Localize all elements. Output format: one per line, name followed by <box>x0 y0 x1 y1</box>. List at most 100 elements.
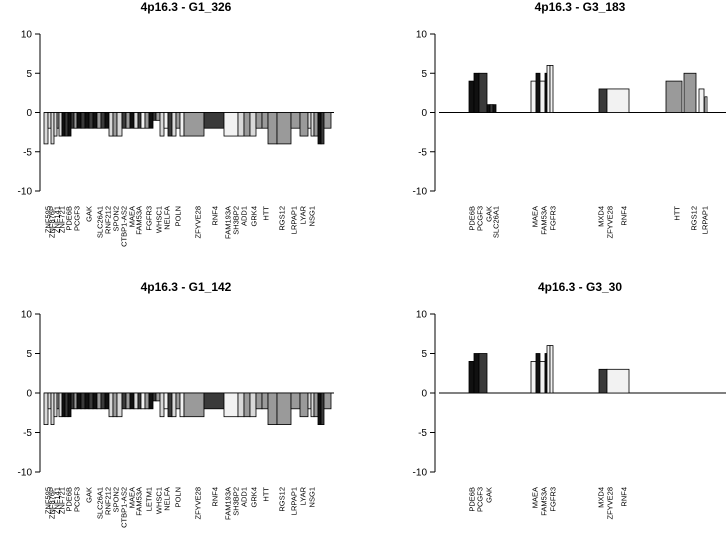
bar <box>237 112 245 137</box>
gene-label: SPON2 <box>112 487 121 512</box>
bar <box>223 392 239 418</box>
bar <box>84 112 90 129</box>
gene-label: LRPAP1 <box>290 487 299 515</box>
gene-label: FAM193A <box>224 487 233 520</box>
gene-label: RGS12 <box>278 206 287 231</box>
bar <box>50 392 55 426</box>
bar <box>179 112 185 137</box>
bar <box>92 112 98 129</box>
chart-title: 4p16.3 - G3_30 <box>538 280 622 294</box>
bar <box>307 112 312 129</box>
gene-label: PDE6B <box>468 487 477 512</box>
gene-label: RNF4 <box>211 487 220 507</box>
gene-label: FGFR3 <box>549 206 558 231</box>
bar <box>530 360 537 394</box>
bar <box>163 112 169 129</box>
bar <box>70 112 75 129</box>
bar <box>88 112 94 129</box>
bar <box>73 392 78 410</box>
bar <box>473 72 480 113</box>
bar <box>152 112 157 121</box>
y-tick-label: 5 <box>26 69 32 80</box>
bar <box>125 112 131 129</box>
gene-label: FGFR3 <box>145 206 154 231</box>
bar <box>167 392 173 418</box>
bar <box>116 392 123 418</box>
bar <box>43 392 49 426</box>
bar <box>317 392 322 426</box>
bar <box>163 392 169 410</box>
bar <box>223 112 239 137</box>
gene-label: ZFYVE28 <box>194 487 203 520</box>
y-tick-label: 0 <box>26 389 32 400</box>
gene-label: SLC26A1 <box>492 206 501 238</box>
bar <box>175 112 181 129</box>
gene-label: PDE6B <box>65 206 74 231</box>
bar <box>159 112 165 137</box>
gene-label: LRPAP1 <box>701 206 710 234</box>
bar <box>698 88 705 113</box>
gene-label: HTT <box>262 206 271 221</box>
gene-label: ZNF141 <box>53 487 62 514</box>
chart-panel-4: 4p16.3 - G3_30 -10 -5 0 5 10 PDE6B PCGF3 GAK MAEA… <box>413 280 726 520</box>
chart-title: 4p16.3 - G1_326 <box>141 0 232 14</box>
bar <box>84 392 90 410</box>
y-tick-label: -10 <box>413 187 428 198</box>
y-tick-label: 10 <box>416 310 428 321</box>
gene-label: ADD1 <box>240 487 249 507</box>
bar <box>323 112 332 129</box>
bar <box>104 112 110 129</box>
gene-label: NSG1 <box>308 206 317 226</box>
gene-label: NSG1 <box>308 487 317 507</box>
bar <box>112 112 118 137</box>
bar <box>152 392 157 402</box>
bar <box>92 392 98 410</box>
gene-label: RNF212 <box>104 206 113 234</box>
y-tick-label: -5 <box>23 428 32 439</box>
gene-label: LYAR <box>299 205 308 224</box>
bar <box>155 392 161 402</box>
bar <box>290 112 301 129</box>
gene-label: FAM53A <box>135 487 144 516</box>
bar <box>67 112 72 137</box>
gene-label: RGS12 <box>690 206 699 231</box>
chart-panel-2: 4p16.3 - G3_183 -10 -5 0 5 10 PDE6B PCGF3 GAKSLC… <box>413 0 726 239</box>
bar <box>549 65 554 113</box>
gene-label: GRK4 <box>250 206 259 226</box>
gene-label: PCGF3 <box>476 487 485 512</box>
bar <box>80 112 86 129</box>
bar <box>148 392 154 410</box>
bar <box>546 65 551 113</box>
bar <box>203 112 225 129</box>
gene-label: ZNF595 <box>44 206 53 233</box>
gene-label: FAM53A <box>540 206 549 235</box>
bar <box>486 104 491 113</box>
y-tick-label: 5 <box>421 349 427 360</box>
bar <box>276 392 292 426</box>
y-tick-label: -5 <box>418 147 427 158</box>
gene-label: RNF212 <box>104 487 113 515</box>
bar <box>606 88 630 113</box>
bar <box>64 112 69 137</box>
bar <box>108 392 114 418</box>
bar <box>237 392 245 418</box>
gene-label: POLN <box>174 487 183 507</box>
gene-label: ADD1 <box>240 206 249 226</box>
bar <box>133 112 139 129</box>
bar <box>70 392 75 410</box>
gene-label: PCGF3 <box>73 206 82 231</box>
gene-label: NELFA <box>163 487 172 511</box>
bar <box>112 392 118 418</box>
bar <box>159 392 165 418</box>
bar <box>473 353 480 394</box>
gene-label: WHSC1 <box>155 206 164 233</box>
gene-label: SLC26A1 <box>96 206 105 238</box>
bar <box>171 112 177 137</box>
bar <box>598 88 608 113</box>
y-tick-label: 10 <box>21 310 33 321</box>
bar <box>76 392 82 410</box>
y-tick-label: 5 <box>26 349 32 360</box>
bar <box>683 72 697 113</box>
bar <box>88 392 94 410</box>
chart-title: 4p16.3 - G1_142 <box>141 280 232 294</box>
